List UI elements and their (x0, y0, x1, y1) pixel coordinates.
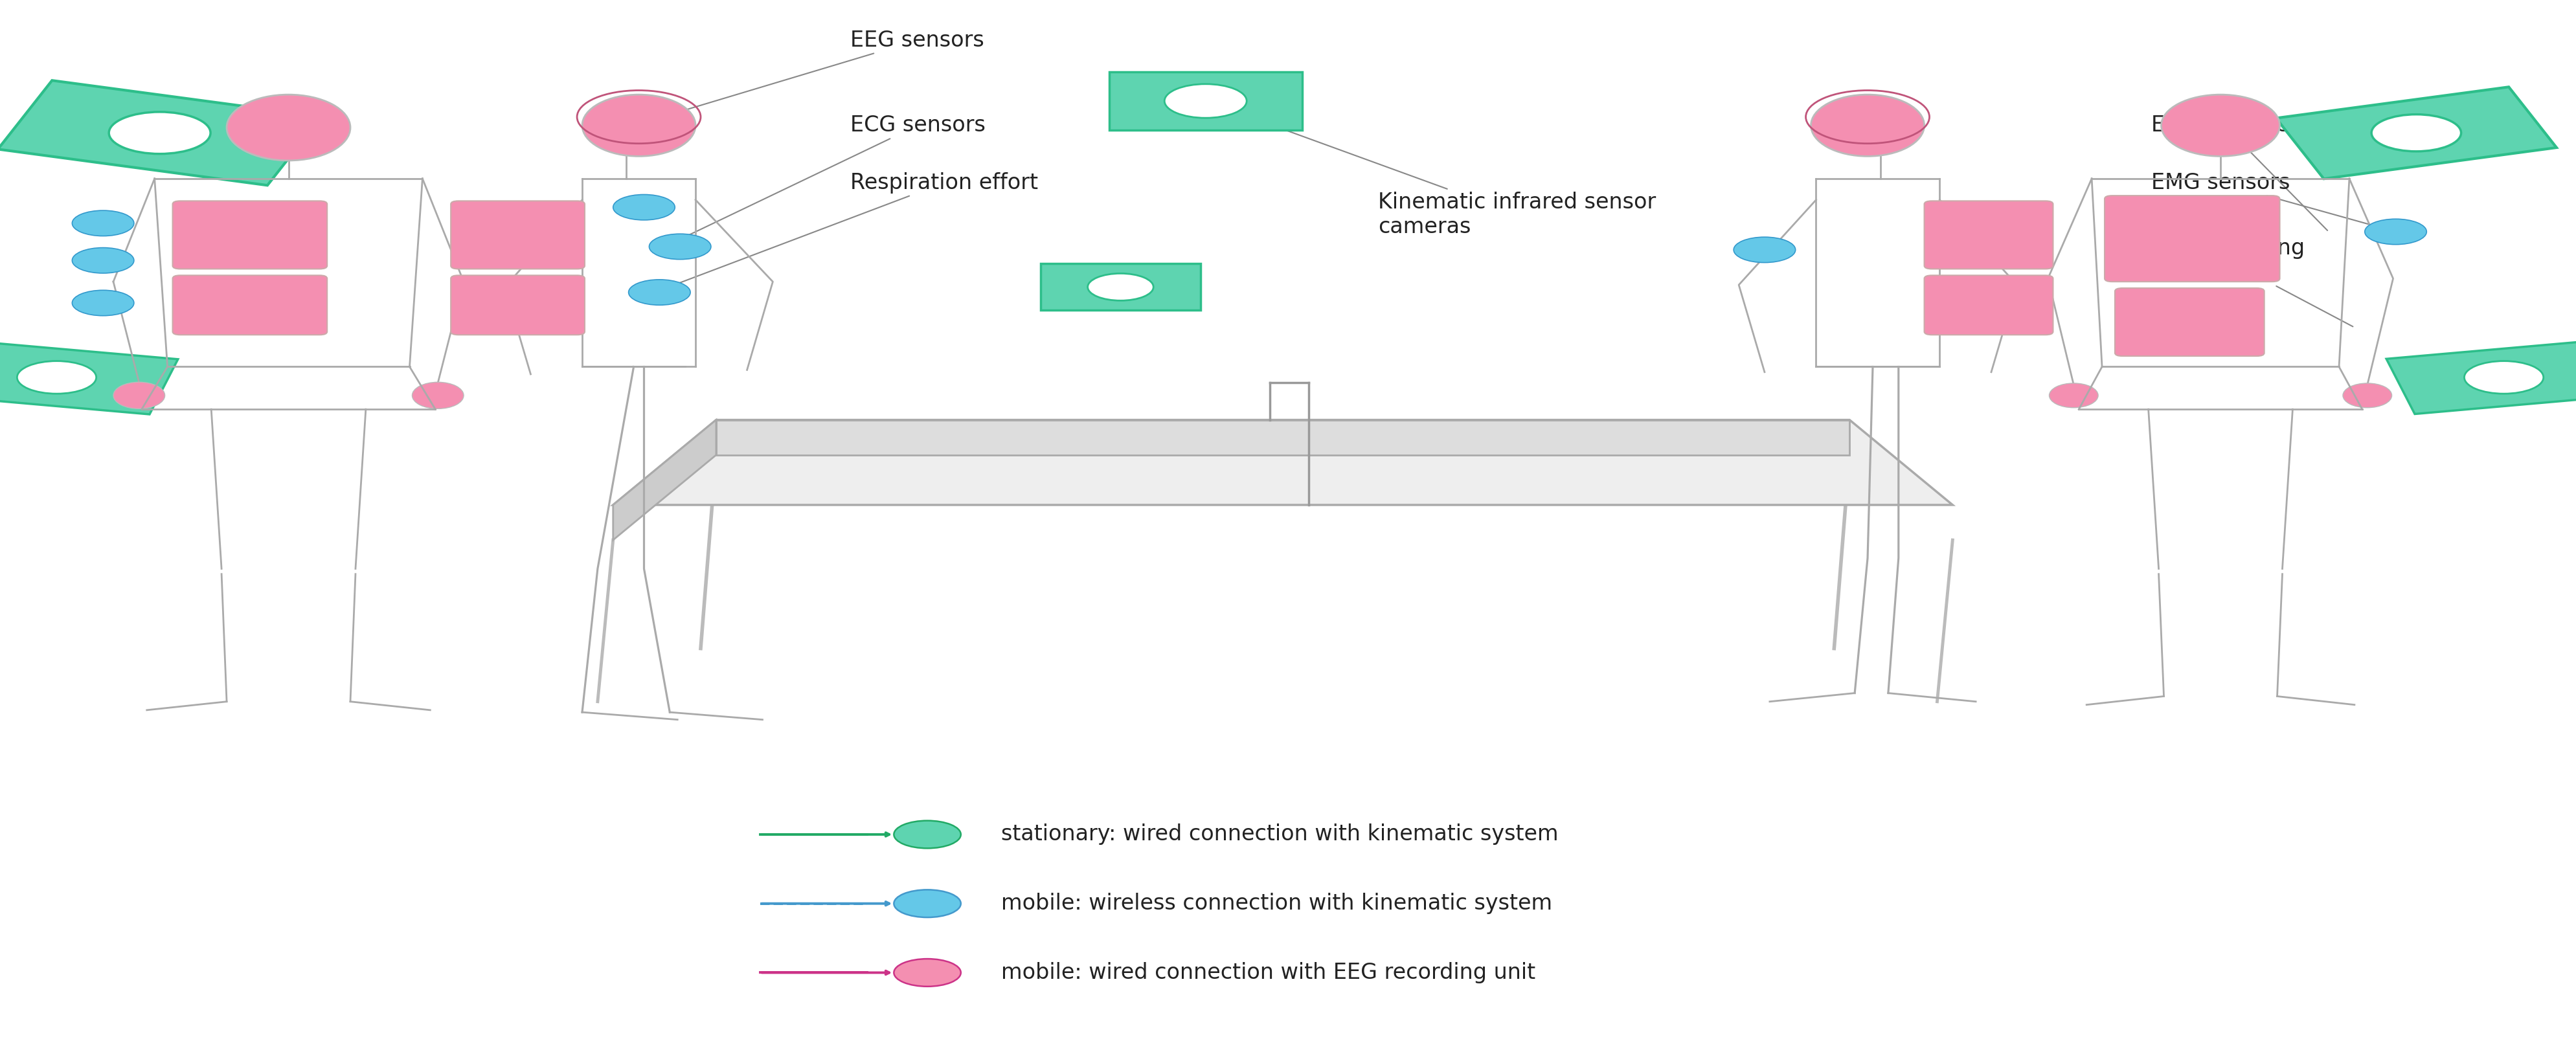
Polygon shape (613, 420, 1953, 505)
Text: EEG sensors: EEG sensors (636, 30, 984, 125)
Circle shape (1734, 237, 1795, 263)
Polygon shape (1108, 72, 1301, 131)
Polygon shape (0, 340, 178, 415)
Text: mobile: wired connection with EEG recording unit: mobile: wired connection with EEG record… (1002, 962, 1535, 983)
Circle shape (1164, 84, 1247, 118)
FancyBboxPatch shape (451, 201, 585, 269)
FancyBboxPatch shape (2115, 288, 2264, 356)
Text: stationary: wired connection with kinematic system: stationary: wired connection with kinema… (1002, 824, 1558, 845)
Text: mobile: wireless connection with kinematic system: mobile: wireless connection with kinemat… (1002, 893, 1553, 914)
Polygon shape (2277, 87, 2555, 179)
Circle shape (108, 112, 211, 154)
Circle shape (2372, 115, 2460, 151)
Text: Respiration effort: Respiration effort (654, 172, 1038, 292)
Circle shape (72, 290, 134, 316)
Text: EEG amplifier: EEG amplifier (2151, 115, 2329, 231)
Ellipse shape (1811, 95, 1924, 156)
Circle shape (72, 248, 134, 273)
Text: EMG sensors: EMG sensors (2151, 172, 2393, 232)
Circle shape (613, 195, 675, 220)
Ellipse shape (2342, 383, 2391, 407)
Ellipse shape (227, 95, 350, 161)
Text: Kinematic infrared sensor
cameras: Kinematic infrared sensor cameras (1208, 102, 1656, 237)
Circle shape (649, 234, 711, 259)
Polygon shape (0, 81, 322, 185)
Circle shape (894, 959, 961, 986)
FancyBboxPatch shape (451, 275, 585, 335)
Ellipse shape (2161, 95, 2280, 156)
FancyBboxPatch shape (1924, 275, 2053, 335)
Circle shape (894, 821, 961, 848)
Ellipse shape (2048, 383, 2097, 407)
FancyBboxPatch shape (2105, 196, 2280, 282)
Circle shape (629, 280, 690, 305)
FancyBboxPatch shape (1924, 201, 2053, 269)
Ellipse shape (412, 382, 464, 408)
Circle shape (2365, 219, 2427, 244)
Polygon shape (1041, 264, 1200, 310)
Polygon shape (2385, 341, 2576, 414)
Ellipse shape (582, 95, 696, 156)
Ellipse shape (113, 382, 165, 408)
Polygon shape (613, 420, 716, 540)
Text: EEG recording
unit: EEG recording unit (2151, 237, 2352, 326)
Circle shape (1087, 273, 1154, 301)
Text: ECG sensors: ECG sensors (667, 115, 987, 246)
Circle shape (2465, 361, 2543, 393)
FancyBboxPatch shape (173, 275, 327, 335)
Circle shape (18, 361, 95, 393)
FancyBboxPatch shape (173, 201, 327, 269)
Circle shape (894, 890, 961, 917)
Circle shape (72, 210, 134, 236)
Polygon shape (716, 420, 1850, 455)
